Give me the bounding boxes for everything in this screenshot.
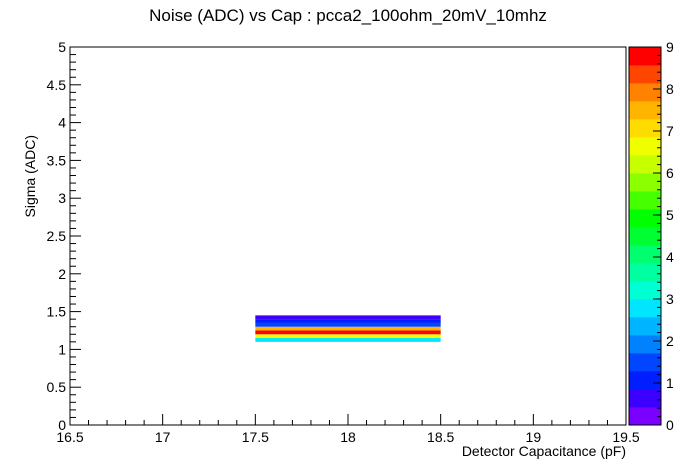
- heatmap-cell: [255, 330, 441, 335]
- x-tick-label: 19: [526, 429, 542, 445]
- x-tick-label: 16.5: [56, 429, 83, 445]
- x-tick-label: 19.5: [612, 429, 639, 445]
- plot-area: [70, 47, 626, 425]
- colorbar-tick-label: 7: [666, 123, 674, 139]
- colorbar-tick-label: 5: [666, 207, 674, 223]
- heatmap-cell: [255, 322, 441, 327]
- colorbar-segment: [629, 263, 661, 282]
- colorbar-frame: [628, 46, 662, 426]
- x-tick-label: 17: [155, 429, 171, 445]
- colorbar-tick-label: 4: [666, 249, 674, 265]
- x-tick-label: 17.5: [242, 429, 269, 445]
- y-axis: 0 0.5 1 1.5 2 2.5 3 3.5 4 4.5 5: [47, 39, 81, 433]
- colorbar-segment: [629, 209, 661, 228]
- y-tick-label: 2: [58, 266, 66, 282]
- colorbar-tick-label: 2: [666, 333, 674, 349]
- x-axis-label: Detector Capacitance (pF): [462, 443, 626, 459]
- y-tick-label: 0: [58, 417, 66, 433]
- y-tick-label: 0.5: [47, 379, 67, 395]
- colorbar-tick-label: 6: [666, 165, 674, 181]
- heatmap-cells: [255, 315, 441, 342]
- colorbar-tick-label: 1: [666, 375, 674, 391]
- colorbar-segment: [629, 389, 661, 408]
- y-tick-label: 2.5: [47, 228, 67, 244]
- y-tick-label: 1: [58, 341, 66, 357]
- heatmap-cell: [255, 319, 441, 323]
- colorbar-tick-label: 0: [666, 417, 674, 433]
- colorbar-segment: [629, 245, 661, 264]
- colorbar-segment: [629, 137, 661, 156]
- colorbar-segment: [629, 83, 661, 102]
- colorbar-segment: [629, 317, 661, 336]
- colorbar-segment: [629, 119, 661, 138]
- colorbar-segment: [629, 353, 661, 372]
- colorbar-segment: [629, 335, 661, 354]
- y-tick-label: 4: [58, 115, 66, 131]
- heatmap-cell: [255, 315, 441, 320]
- colorbar-segment: [629, 281, 661, 300]
- y-axis-label: Sigma (ADC): [22, 135, 38, 217]
- colorbar-segment: [629, 227, 661, 246]
- x-tick-label: 18: [340, 429, 356, 445]
- chart-title: Noise (ADC) vs Cap : pcca2_100ohm_20mV_1…: [149, 6, 547, 25]
- heatmap-cell: [255, 326, 441, 331]
- colorbar-tick-label: 8: [666, 81, 674, 97]
- x-axis: 16.5 17 17.5 18 18.5 19 19.5: [56, 414, 640, 445]
- colorbar: 0 1 2 3 4 5 6 7 8 9: [628, 39, 674, 433]
- colorbar-segment: [629, 191, 661, 210]
- colorbar-segment: [629, 173, 661, 192]
- y-tick-label: 4.5: [47, 77, 67, 93]
- y-tick-label: 3: [58, 190, 66, 206]
- colorbar-segment: [629, 155, 661, 174]
- colorbar-tick-label: 9: [666, 39, 674, 55]
- colorbar-segment: [629, 65, 661, 84]
- y-tick-label: 5: [58, 39, 66, 55]
- colorbar-segment: [629, 371, 661, 390]
- colorbar-segment: [629, 299, 661, 318]
- colorbar-tick-label: 3: [666, 291, 674, 307]
- y-tick-label: 1.5: [47, 304, 67, 320]
- colorbar-segment: [629, 407, 661, 426]
- y-tick-label: 3.5: [47, 152, 67, 168]
- x-tick-label: 18.5: [427, 429, 454, 445]
- colorbar-segment: [629, 101, 661, 120]
- heatmap-cell: [255, 334, 441, 339]
- colorbar-segment: [629, 47, 661, 66]
- heatmap-cell: [255, 338, 441, 342]
